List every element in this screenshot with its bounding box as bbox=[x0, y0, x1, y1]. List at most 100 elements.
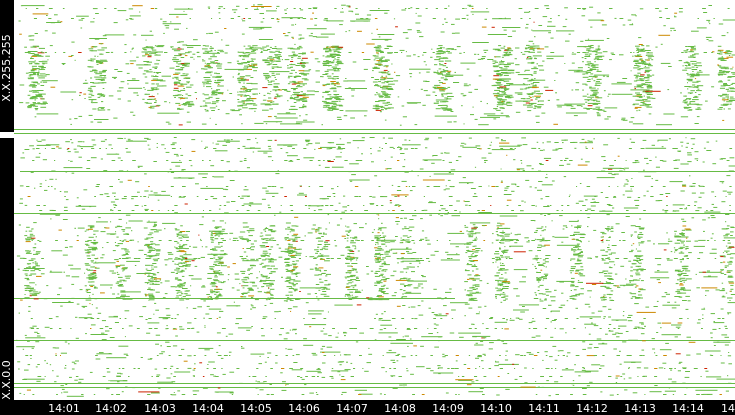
flow-mark bbox=[220, 245, 223, 247]
flow-mark bbox=[462, 146, 477, 148]
flow-mark bbox=[180, 108, 184, 110]
flow-mark bbox=[675, 269, 681, 271]
flow-mark bbox=[290, 61, 294, 62]
flow-mark bbox=[375, 101, 380, 102]
flow-mark bbox=[458, 156, 462, 158]
flow-mark bbox=[728, 263, 732, 265]
flow-mark bbox=[93, 286, 97, 288]
flow-mark bbox=[500, 235, 505, 237]
flow-mark bbox=[178, 177, 181, 179]
flow-mark bbox=[374, 108, 380, 110]
flow-mark bbox=[31, 239, 33, 241]
flow-mark bbox=[615, 223, 620, 225]
flow-mark bbox=[641, 83, 646, 85]
flow-mark bbox=[573, 238, 575, 240]
flow-mark bbox=[605, 281, 608, 283]
flow-mark bbox=[29, 282, 35, 284]
flow-mark bbox=[436, 56, 441, 58]
flow-mark bbox=[587, 347, 592, 349]
flow-mark bbox=[497, 87, 501, 89]
flow-mark bbox=[327, 311, 329, 313]
flow-mark bbox=[339, 364, 342, 366]
flow-mark bbox=[249, 103, 256, 105]
flow-mark bbox=[175, 267, 179, 269]
flow-mark bbox=[324, 243, 331, 245]
flow-mark bbox=[609, 394, 614, 396]
flow-mark bbox=[64, 191, 68, 193]
flow-mark bbox=[290, 48, 295, 50]
flow-mark bbox=[79, 92, 82, 94]
flow-mark bbox=[495, 296, 497, 298]
flow-mark bbox=[113, 207, 116, 208]
flow-mark bbox=[336, 78, 339, 79]
flow-mark bbox=[179, 244, 181, 246]
flow-mark bbox=[501, 56, 504, 58]
flow-mark bbox=[726, 233, 730, 235]
flow-mark bbox=[207, 253, 228, 255]
flow-mark bbox=[434, 59, 441, 61]
flow-mark bbox=[262, 235, 264, 237]
flow-mark bbox=[162, 318, 168, 320]
flow-mark bbox=[680, 141, 684, 143]
flow-mark bbox=[212, 220, 215, 222]
flow-mark bbox=[118, 179, 120, 180]
flow-mark bbox=[670, 251, 673, 253]
flow-mark bbox=[586, 99, 592, 101]
flow-mark bbox=[28, 310, 31, 312]
flow-mark bbox=[686, 49, 689, 50]
flow-mark bbox=[444, 60, 452, 62]
flow-mark bbox=[268, 229, 271, 231]
flow-mark bbox=[535, 255, 538, 257]
flow-mark bbox=[327, 62, 334, 64]
flow-mark bbox=[349, 250, 355, 252]
flow-mark bbox=[501, 180, 503, 182]
flow-mark bbox=[214, 50, 216, 51]
flow-mark bbox=[249, 89, 251, 91]
flow-mark bbox=[166, 325, 168, 327]
flow-mark bbox=[447, 48, 454, 50]
flow-mark bbox=[463, 364, 467, 365]
flow-mark bbox=[463, 123, 465, 125]
flow-mark bbox=[696, 104, 703, 106]
flow-mark bbox=[28, 61, 35, 63]
flow-mark bbox=[469, 231, 474, 233]
flow-mark bbox=[253, 4, 255, 6]
flow-mark bbox=[32, 258, 36, 260]
flow-mark bbox=[334, 108, 340, 110]
flow-mark bbox=[613, 285, 617, 287]
flow-mark bbox=[475, 313, 480, 315]
flow-mark bbox=[240, 296, 243, 298]
flow-mark bbox=[252, 88, 258, 90]
flow-mark bbox=[355, 289, 358, 291]
flow-mark bbox=[230, 109, 235, 111]
flow-mark bbox=[302, 62, 306, 64]
flow-mark bbox=[341, 391, 347, 393]
flow-mark bbox=[88, 274, 94, 276]
flow-mark bbox=[689, 55, 694, 57]
flow-mark bbox=[472, 284, 476, 286]
flow-mark bbox=[85, 288, 91, 290]
flow-mark bbox=[148, 244, 149, 246]
flow-mark bbox=[237, 16, 241, 17]
flow-mark bbox=[475, 268, 479, 270]
flow-mark bbox=[647, 57, 652, 59]
flow-mark bbox=[257, 291, 262, 293]
flow-mark bbox=[173, 50, 181, 52]
flow-mark bbox=[679, 284, 684, 286]
flow-mark bbox=[608, 253, 612, 255]
flow-mark bbox=[65, 141, 70, 143]
flow-mark bbox=[534, 95, 541, 97]
flow-mark bbox=[576, 243, 580, 245]
flow-mark bbox=[673, 29, 676, 31]
flow-mark bbox=[41, 139, 46, 141]
flow-mark bbox=[249, 65, 252, 67]
flow-mark bbox=[383, 284, 386, 286]
flow-mark bbox=[431, 162, 435, 164]
flow-mark bbox=[106, 388, 110, 390]
flow-mark bbox=[598, 343, 608, 345]
flow-mark bbox=[87, 281, 93, 283]
flow-mark bbox=[349, 272, 352, 274]
flow-mark bbox=[95, 73, 103, 75]
flow-mark bbox=[466, 264, 473, 266]
flow-mark bbox=[630, 283, 637, 285]
